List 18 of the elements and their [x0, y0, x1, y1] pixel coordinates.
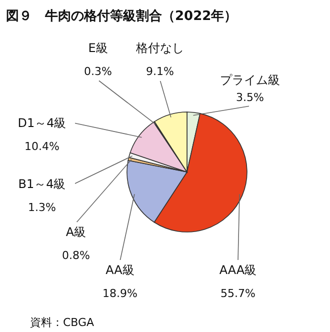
data-label: 0.8% — [62, 249, 90, 262]
data-label: 1.3% — [28, 201, 56, 214]
slice-label: D1～4級 — [18, 116, 66, 130]
data-label: 10.4% — [24, 140, 60, 153]
data-label: 55.7% — [220, 287, 256, 300]
slice-label: AA級 — [106, 263, 134, 277]
data-label: 3.5% — [236, 91, 264, 104]
chart-title: 図９ 牛肉の格付等級割合（2022年） — [6, 8, 238, 24]
slice-label: B1～4級 — [18, 177, 66, 191]
slice-label: E級 — [88, 41, 108, 55]
slice-label: AAA級 — [219, 263, 257, 277]
data-label: 0.3% — [84, 65, 112, 78]
data-label: 9.1% — [146, 65, 174, 78]
text: 資料：CBGA — [30, 316, 95, 329]
slice-label: A級 — [66, 225, 86, 239]
slice-label: 格付なし — [135, 41, 184, 55]
slice-label: プライム級 — [220, 73, 280, 87]
data-label: 18.9% — [102, 287, 138, 300]
